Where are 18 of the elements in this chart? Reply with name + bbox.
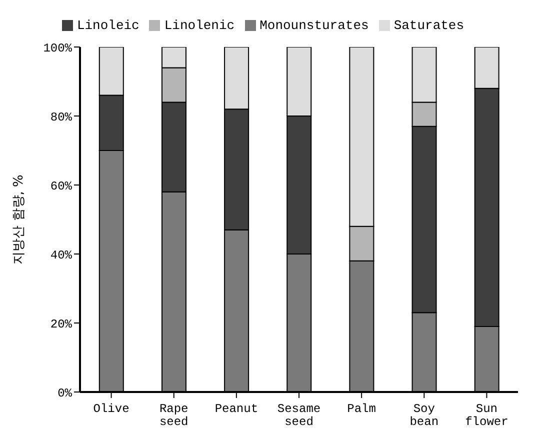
y-tick-label: 100% bbox=[43, 41, 73, 56]
x-tick-label: Peanut bbox=[214, 402, 258, 416]
x-tick-label: Palm bbox=[347, 402, 376, 416]
x-tick-label: Sesame seed bbox=[277, 402, 321, 429]
x-tick-label: Olive bbox=[93, 402, 130, 416]
x-tick-label: Rape seed bbox=[159, 402, 188, 429]
legend-label: Linolenic bbox=[164, 18, 235, 33]
x-tick-label: Soy bean bbox=[410, 402, 439, 429]
y-tick-label: 40% bbox=[50, 248, 73, 262]
y-tick-label: 0% bbox=[58, 386, 73, 400]
x-tick-label: Sun flower bbox=[465, 402, 508, 429]
y-tick-label: 20% bbox=[50, 317, 73, 332]
legend-label: Saturates bbox=[394, 18, 464, 33]
y-axis-title: 지방산 함량, % bbox=[12, 174, 27, 264]
y-tick-label: 60% bbox=[50, 179, 73, 194]
y-tick-label: 80% bbox=[50, 110, 73, 124]
legend-label: Linoleic bbox=[76, 18, 140, 33]
legend-label: Monounsturates bbox=[260, 18, 369, 33]
